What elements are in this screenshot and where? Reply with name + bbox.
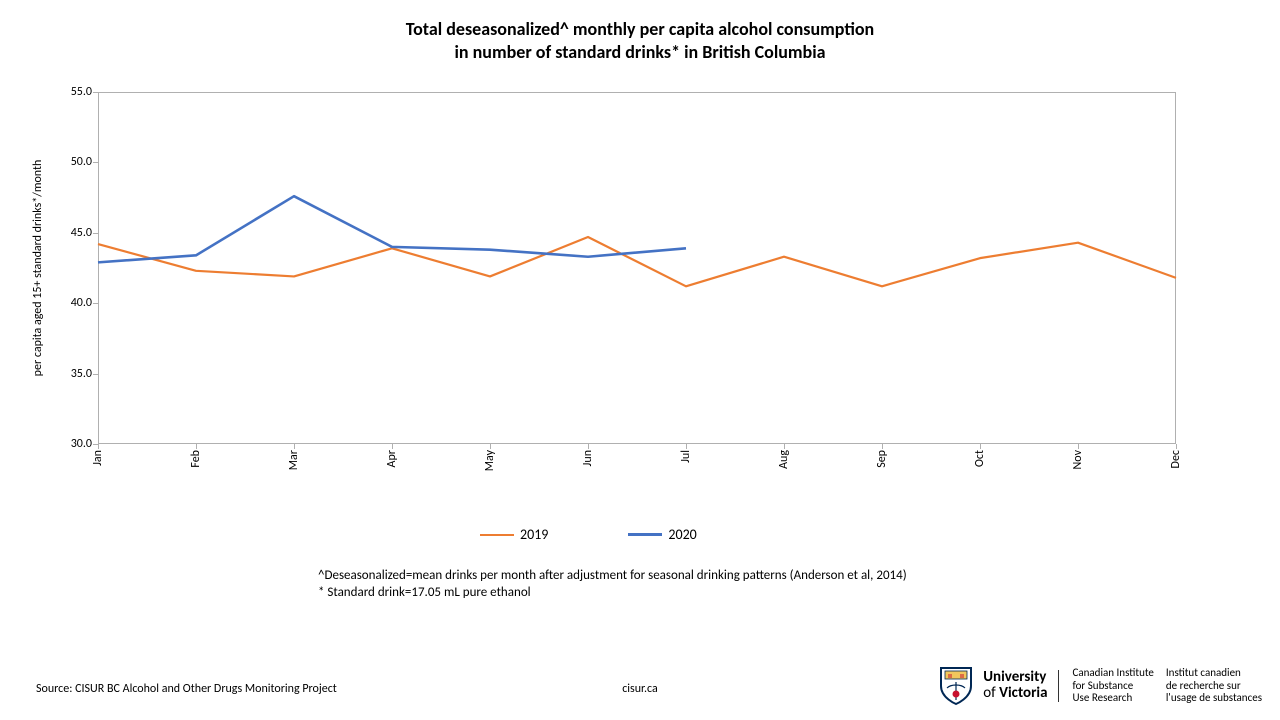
x-tick-label: Dec bbox=[1169, 444, 1183, 468]
chart-plot-area: per capita aged 15+ standard drinks*/mon… bbox=[98, 92, 1176, 444]
x-tick-label: Jun bbox=[581, 444, 595, 466]
y-tick-mark bbox=[93, 92, 98, 93]
chart-title-line2: in number of standard drinks* in British… bbox=[0, 41, 1280, 64]
y-axis-title: per capita aged 15+ standard drinks*/mon… bbox=[31, 160, 45, 377]
series-line-2019 bbox=[98, 237, 1176, 286]
legend-label: 2020 bbox=[668, 526, 696, 543]
legend-item-2020: 2020 bbox=[628, 526, 696, 543]
logo-block: University of Victoria Canadian Institut… bbox=[939, 666, 1262, 706]
y-tick-label: 45.0 bbox=[71, 226, 92, 240]
legend-swatch bbox=[628, 533, 662, 536]
university-name-line2: of Victoria bbox=[983, 686, 1047, 702]
institute-name-fr: Institut canadiende recherche surl'usage… bbox=[1166, 667, 1262, 705]
y-tick-mark bbox=[93, 303, 98, 304]
footnote-line: ^Deseasonalized=mean drinks per month af… bbox=[318, 568, 907, 585]
x-tick-label: Jan bbox=[91, 444, 105, 466]
series-line-2020 bbox=[98, 196, 686, 262]
x-tick-label: Oct bbox=[973, 444, 987, 467]
university-wordmark: University of Victoria bbox=[983, 670, 1058, 702]
source-url: cisur.ca bbox=[622, 682, 658, 696]
chart-title-line1: Total deseasonalized^ monthly per capita… bbox=[0, 18, 1280, 41]
source-citation: Source: CISUR BC Alcohol and Other Drugs… bbox=[36, 682, 337, 696]
institute-name-en: Canadian Institutefor SubstanceUse Resea… bbox=[1073, 667, 1154, 705]
x-tick-label: Jul bbox=[679, 444, 693, 463]
y-tick-label: 40.0 bbox=[71, 296, 92, 310]
legend-item-2019: 2019 bbox=[480, 526, 548, 543]
x-tick-label: May bbox=[483, 444, 497, 471]
footnote-line: * Standard drink=17.05 mL pure ethanol bbox=[318, 585, 907, 602]
y-tick-mark bbox=[93, 233, 98, 234]
x-tick-label: Aug bbox=[777, 444, 791, 469]
chart-footnotes: ^Deseasonalized=mean drinks per month af… bbox=[318, 568, 907, 602]
y-tick-mark bbox=[93, 374, 98, 375]
y-tick-label: 50.0 bbox=[71, 155, 92, 169]
x-tick-label: Feb bbox=[189, 444, 203, 468]
chart-legend: 2019 2020 bbox=[480, 526, 697, 543]
y-tick-label: 55.0 bbox=[71, 85, 92, 99]
y-tick-mark bbox=[93, 162, 98, 163]
x-tick-label: Mar bbox=[287, 444, 301, 470]
legend-swatch bbox=[480, 534, 514, 536]
x-tick-label: Sep bbox=[875, 444, 889, 468]
institute-names: Canadian Institutefor SubstanceUse Resea… bbox=[1073, 667, 1263, 705]
uvic-shield-icon bbox=[939, 666, 973, 706]
x-tick-label: Apr bbox=[385, 444, 399, 467]
chart-lines-svg bbox=[98, 92, 1176, 444]
chart-title-block: Total deseasonalized^ monthly per capita… bbox=[0, 18, 1280, 63]
legend-label: 2019 bbox=[520, 526, 548, 543]
y-tick-label: 35.0 bbox=[71, 367, 92, 381]
x-tick-label: Nov bbox=[1071, 444, 1085, 469]
y-tick-label: 30.0 bbox=[71, 437, 92, 451]
